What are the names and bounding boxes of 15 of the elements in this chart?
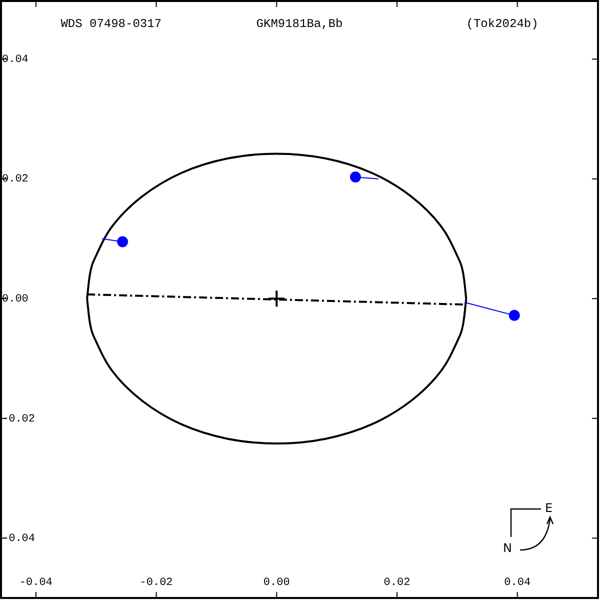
x-tick-label: 0.04 xyxy=(504,576,531,589)
annotation: (Tok2024b) xyxy=(466,17,538,32)
annotation: N xyxy=(503,541,512,555)
x-tick-label: 0.00 xyxy=(263,576,290,589)
y-tick-label: 0.04 xyxy=(2,54,29,66)
y-tick-label: 0.00 xyxy=(2,294,28,306)
x-tick-label: -0.02 xyxy=(140,576,173,589)
x-tick-label: -0.04 xyxy=(19,576,53,589)
y-tick-label: -0.02 xyxy=(2,413,36,426)
x-tick-label: 0.02 xyxy=(384,576,410,589)
y-tick-label: 0.02 xyxy=(2,174,28,186)
y-tick-label: -0.04 xyxy=(2,533,36,546)
annotation: GKM9181Ba,Bb xyxy=(256,17,343,32)
annotation: E xyxy=(545,501,553,515)
annotation: WDS 07498-0317 xyxy=(60,17,162,32)
